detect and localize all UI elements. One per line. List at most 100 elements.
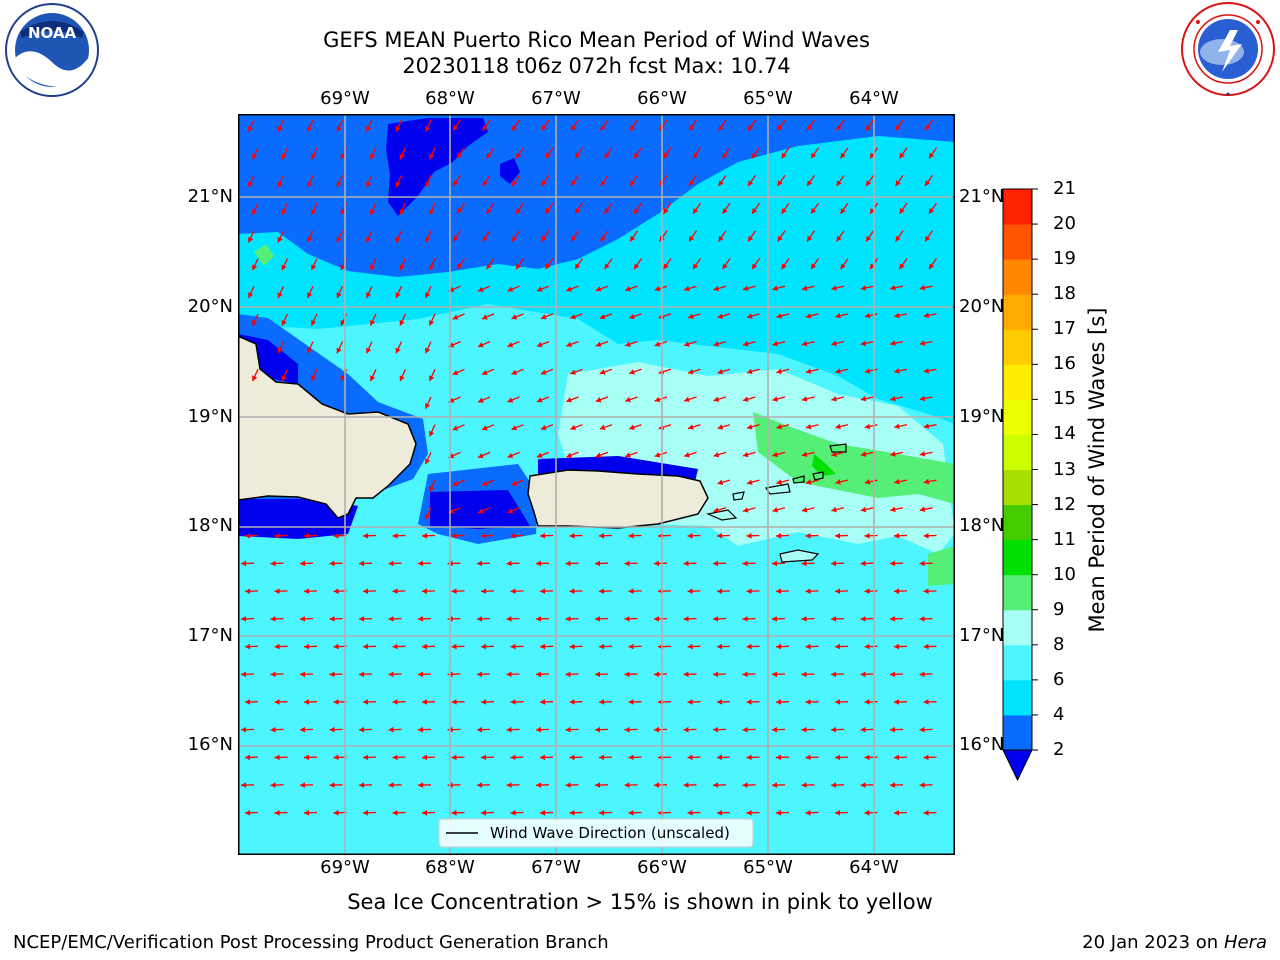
wave-direction-arrowhead: [575, 263, 581, 270]
wave-direction-arrowhead: [781, 152, 787, 159]
wave-direction-arrowhead: [370, 375, 376, 382]
wave-direction-arrowhead: [870, 152, 876, 159]
wave-direction-arrowhead: [359, 616, 365, 622]
wave-direction-arrowhead: [923, 588, 929, 594]
wave-direction-arrowhead: [478, 397, 484, 403]
wave-period-band-10-11: [812, 454, 836, 476]
wave-direction-arrowhead: [452, 369, 459, 376]
wave-direction-arrowhead: [628, 532, 634, 539]
lon-label-bottom-64w: 64°W: [849, 857, 899, 878]
wave-direction-arrowhead: [565, 782, 571, 788]
lat-label-left-19n: 19°N: [187, 406, 233, 427]
wave-direction-arrowhead: [752, 208, 758, 214]
wave-direction-arrowhead: [890, 285, 896, 291]
wave-direction-arrowhead: [512, 180, 518, 187]
wave-direction-arrowhead: [540, 369, 547, 375]
wave-period-below-2-north: [386, 118, 488, 216]
wave-direction-arrowhead: [252, 264, 258, 271]
wave-direction-arrowhead: [482, 369, 488, 375]
wave-direction-arrowhead: [453, 124, 459, 131]
wave-direction-arrowhead: [570, 314, 576, 320]
wave-direction-arrowhead: [895, 235, 901, 242]
map-frame: [238, 114, 955, 855]
wave-direction-arrowhead: [899, 152, 905, 159]
wave-direction-arrowhead: [248, 181, 254, 188]
lon-label-top-66w: 66°W: [637, 88, 687, 109]
wave-direction-arrowhead: [277, 126, 283, 132]
wave-direction-arrowhead: [422, 643, 428, 650]
wave-direction-arrowhead: [300, 560, 306, 567]
colorbar-segment: [1003, 294, 1032, 330]
wave-direction-arrowhead: [277, 181, 283, 188]
wave-direction-arrowhead: [717, 699, 723, 705]
wave-direction-arrowhead: [801, 782, 807, 788]
colorbar-segment: [1003, 714, 1032, 751]
wave-direction-arrowhead: [807, 124, 813, 131]
wave-direction-arrowhead: [329, 726, 335, 733]
wave-direction-arrowhead: [805, 588, 811, 594]
wave-direction-arrowhead: [860, 616, 866, 622]
wave-direction-arrowhead: [746, 643, 752, 650]
wave-direction-arrowhead: [776, 588, 782, 594]
wave-direction-arrowhead: [831, 506, 837, 513]
wave-direction-arrowhead: [866, 124, 872, 131]
wave-direction-arrowhead: [599, 424, 606, 431]
wave-direction-arrowhead: [566, 341, 572, 348]
st-croix-land: [779, 549, 820, 563]
wave-direction-arrowhead: [811, 263, 817, 270]
wave-direction-arrowhead: [654, 616, 660, 622]
colorbar: [1002, 188, 1038, 782]
wave-direction-arrowhead: [569, 809, 575, 816]
wave-direction-arrowhead: [919, 395, 926, 402]
wave-direction-arrowhead: [624, 616, 630, 622]
wave-direction-arrowhead: [429, 486, 435, 492]
wave-direction-arrowhead: [429, 319, 435, 326]
wave-direction-arrowhead: [683, 616, 689, 622]
wave-direction-arrowhead: [569, 699, 575, 705]
wave-direction-arrowhead: [742, 451, 749, 458]
wave-direction-arrowhead: [628, 699, 634, 705]
wave-direction-arrowhead: [595, 397, 602, 403]
wave-direction-arrowhead: [540, 532, 546, 539]
wave-direction-arrowhead: [776, 368, 782, 375]
wave-direction-arrowhead: [772, 285, 778, 291]
wave-direction-arrowhead: [451, 699, 457, 705]
wave-direction-arrowhead: [604, 208, 610, 214]
wave-direction-arrowhead: [566, 397, 572, 403]
wave-direction-arrowhead: [835, 532, 841, 539]
wave-direction-arrowhead: [805, 699, 811, 705]
wave-direction-arrowhead: [772, 616, 778, 622]
wave-direction-arrowhead: [599, 313, 606, 320]
wave-direction-arrowhead: [717, 809, 723, 816]
colorbar-under-triangle: [1002, 749, 1033, 782]
wave-direction-arrowhead: [507, 342, 514, 348]
lon-label-top-69w: 69°W: [320, 88, 370, 109]
wave-direction-arrowhead: [536, 616, 542, 622]
wave-direction-arrowhead: [329, 616, 335, 622]
wave-direction-arrowhead: [482, 480, 488, 486]
wave-direction-arrowhead: [477, 616, 483, 622]
wave-direction-arrowhead: [270, 726, 276, 733]
wave-direction-arrowhead: [683, 560, 689, 567]
wave-direction-arrowhead: [600, 235, 606, 242]
wave-direction-arrowhead: [569, 588, 575, 594]
wave-direction-arrowhead: [746, 424, 753, 430]
colorbar-level-label: 6: [1053, 668, 1065, 690]
wave-direction-arrowhead: [746, 809, 752, 816]
wave-direction-arrowhead: [566, 452, 572, 458]
wave-direction-arrowhead: [805, 643, 811, 650]
wave-direction-arrowhead: [717, 424, 724, 430]
wave-direction-arrowhead: [688, 313, 694, 319]
wave-direction-arrowhead: [629, 313, 635, 320]
wave-direction-arrowhead: [864, 699, 870, 705]
wave-direction-arrowhead: [923, 699, 929, 705]
wave-direction-arrowhead: [630, 180, 636, 187]
wave-direction-arrowhead: [777, 124, 783, 131]
colorbar-segment: [1003, 504, 1032, 541]
colorbar-title: Mean Period of Wind Waves [s]: [1085, 307, 1109, 633]
wave-direction-arrowhead: [340, 153, 346, 160]
wave-direction-arrowhead: [329, 671, 335, 678]
wave-direction-arrowhead: [241, 782, 247, 788]
wave-direction-arrowhead: [654, 726, 660, 733]
wave-direction-arrowhead: [805, 809, 811, 816]
